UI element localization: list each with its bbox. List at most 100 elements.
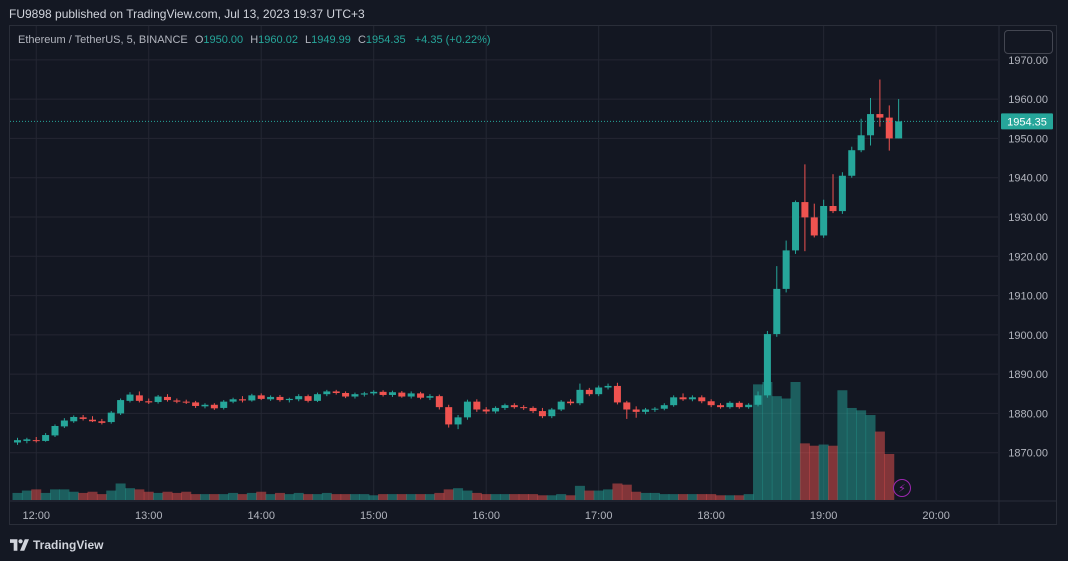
candle-body: [163, 396, 171, 401]
candle-body: [763, 334, 771, 396]
volume-bar: [528, 494, 539, 500]
x-tick-label: 15:00: [360, 510, 388, 522]
volume-bar: [162, 491, 173, 500]
y-tick-label: 1960.00: [1008, 94, 1048, 106]
candle-body: [857, 135, 865, 151]
candle-body: [651, 408, 659, 410]
volume-bar: [87, 491, 98, 500]
volume-bar: [471, 492, 482, 500]
low-value: 1949.99: [311, 34, 351, 46]
candle-body: [342, 393, 350, 397]
candle-body: [829, 206, 837, 212]
candle-body: [332, 391, 340, 393]
close-label: C: [357, 34, 366, 46]
candle-body: [623, 402, 631, 410]
candle-body: [473, 401, 481, 410]
volume-bar: [12, 492, 23, 500]
volume-bar: [59, 489, 70, 500]
volume-bar: [518, 494, 529, 500]
volume-bar: [818, 444, 829, 500]
lightning-icon[interactable]: ⚡: [893, 479, 911, 497]
candle-body: [201, 404, 209, 407]
x-tick-label: 17:00: [585, 510, 613, 522]
volume-bar: [753, 384, 764, 500]
candle-body: [895, 121, 903, 139]
volume-bar: [237, 494, 248, 500]
tradingview-logo-icon: [10, 539, 29, 551]
candle-body: [435, 396, 443, 408]
chart-legend: Ethereum / TetherUS, 5, BINANCE O1950.00…: [18, 34, 491, 46]
candle-body: [220, 401, 228, 408]
volume-bar: [40, 492, 51, 500]
candle-body: [379, 391, 387, 395]
volume-bar: [424, 494, 435, 500]
chart-settings-box[interactable]: [1004, 30, 1053, 54]
candle-body: [192, 402, 200, 406]
brand-text: TradingView: [33, 538, 104, 552]
volume-bar: [631, 491, 642, 500]
candle-body: [595, 387, 603, 395]
volume-bar: [790, 382, 801, 500]
candle-body: [313, 394, 321, 401]
x-tick-label: 16:00: [472, 510, 500, 522]
candle-body: [585, 389, 593, 395]
last-price-tag: [1001, 113, 1053, 130]
candle-body: [679, 397, 687, 400]
candle-body: [117, 400, 125, 414]
volume-bar: [199, 494, 210, 500]
candle-body: [445, 407, 453, 425]
candle-body: [351, 394, 359, 397]
high-value: 1960.02: [258, 34, 298, 46]
volume-bar: [846, 407, 857, 500]
candle-body: [567, 401, 575, 404]
candle-body: [295, 396, 303, 400]
candle-body: [210, 404, 218, 409]
y-tick-label: 1970.00: [1008, 55, 1048, 67]
candle-body: [838, 175, 846, 212]
volume-bar: [321, 492, 332, 500]
volume-bar: [31, 489, 42, 500]
volume-bar: [856, 410, 867, 500]
volume-bar: [706, 494, 717, 500]
candle-body: [810, 217, 818, 236]
volume-bar: [453, 488, 464, 500]
publish-line: FU9898 published on TradingView.com, Jul…: [9, 7, 365, 21]
volume-bar: [153, 492, 164, 500]
x-tick-label: 19:00: [810, 510, 838, 522]
volume-bar: [256, 491, 267, 500]
open-label: O: [194, 34, 204, 46]
symbol-label[interactable]: Ethereum / TetherUS, 5, BINANCE: [18, 34, 188, 46]
volume-bar: [865, 415, 876, 500]
candle-body: [754, 395, 762, 405]
volume-bar: [378, 494, 389, 500]
candle-body: [182, 401, 190, 403]
volume-bar: [340, 494, 351, 500]
candle-body: [707, 401, 715, 406]
candle-body: [520, 407, 528, 409]
volume-bar: [734, 495, 745, 500]
candle-body: [454, 417, 462, 425]
candles: [13, 79, 903, 445]
candle-body: [51, 426, 59, 436]
volume-bar: [649, 492, 660, 500]
candle-body: [735, 402, 743, 408]
candle-body: [173, 400, 181, 402]
candle-body: [576, 389, 584, 404]
time-axis: 12:00 13:00 14:00 15:00 16:00 17:00 18:00 19:00…: [22, 510, 949, 522]
candle-body: [867, 114, 875, 136]
volume-bar: [209, 494, 220, 500]
candle-body: [885, 117, 893, 139]
last-price-label: 1954.35: [1007, 116, 1047, 128]
candle-body: [463, 401, 471, 418]
volume-bar: [659, 494, 670, 500]
volume-bar: [828, 445, 839, 500]
volume-bar: [443, 489, 454, 500]
footer-brand[interactable]: TradingView: [10, 538, 103, 552]
volume-bars: [12, 382, 895, 500]
volume-bar: [668, 494, 679, 500]
volume-bar: [293, 492, 304, 500]
candle-body: [613, 385, 621, 403]
volume-bar: [612, 483, 623, 500]
candle-body: [801, 202, 809, 218]
